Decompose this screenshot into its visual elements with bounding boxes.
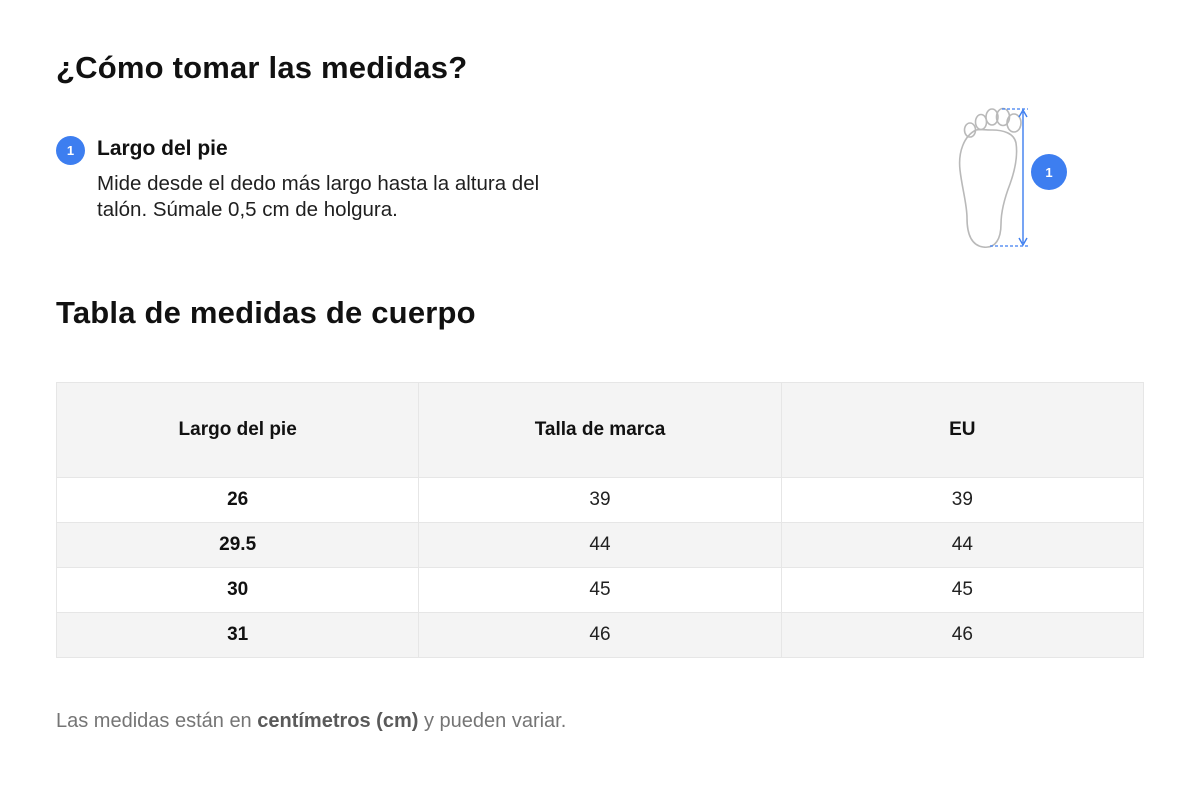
step-title: Largo del pie <box>97 137 228 160</box>
column-header-foot-length: Largo del pie <box>55 382 420 478</box>
foot-length-cell: 26 <box>55 477 420 523</box>
units-note-emphasis: centímetros (cm) <box>257 710 419 732</box>
table-row: 29.5 44 44 <box>55 522 1145 568</box>
size-table-title: Tabla de medidas de cuerpo <box>56 295 476 330</box>
figure-badge-number: 1 <box>1045 165 1052 180</box>
eu-size-cell: 46 <box>780 612 1145 658</box>
foot-length-cell: 30 <box>55 567 420 613</box>
size-table: Largo del pie Talla de marca EU 26 39 39… <box>55 382 1145 658</box>
brand-size-cell: 39 <box>418 477 782 523</box>
foot-measurement-figure: 1 <box>940 100 1080 260</box>
eu-size-cell: 44 <box>780 522 1145 568</box>
page-title: ¿Cómo tomar las medidas? <box>56 50 468 85</box>
foot-outline-icon: 1 <box>958 107 1067 248</box>
step-description: Mide desde el dedo más largo hasta la al… <box>97 172 540 221</box>
units-note-prefix: Las medidas están en <box>56 710 258 732</box>
table-row: 31 46 46 <box>55 612 1145 658</box>
brand-size-cell: 45 <box>418 567 782 613</box>
column-header-eu-size: EU <box>780 382 1145 478</box>
table-header-row: Largo del pie Talla de marca EU <box>55 382 1145 478</box>
brand-size-cell: 46 <box>418 612 782 658</box>
table-row: 30 45 45 <box>55 567 1145 613</box>
units-note-suffix: y pueden variar. <box>418 710 567 732</box>
units-note: Las medidas están en centímetros (cm) y … <box>56 710 566 733</box>
eu-size-cell: 39 <box>780 477 1145 523</box>
brand-size-cell: 44 <box>418 522 782 568</box>
eu-size-cell: 45 <box>780 567 1145 613</box>
step-number-badge: 1 <box>56 136 85 165</box>
foot-length-cell: 29.5 <box>55 522 420 568</box>
foot-length-cell: 31 <box>55 612 420 658</box>
column-header-brand-size: Talla de marca <box>418 382 782 478</box>
table-row: 26 39 39 <box>55 477 1145 523</box>
